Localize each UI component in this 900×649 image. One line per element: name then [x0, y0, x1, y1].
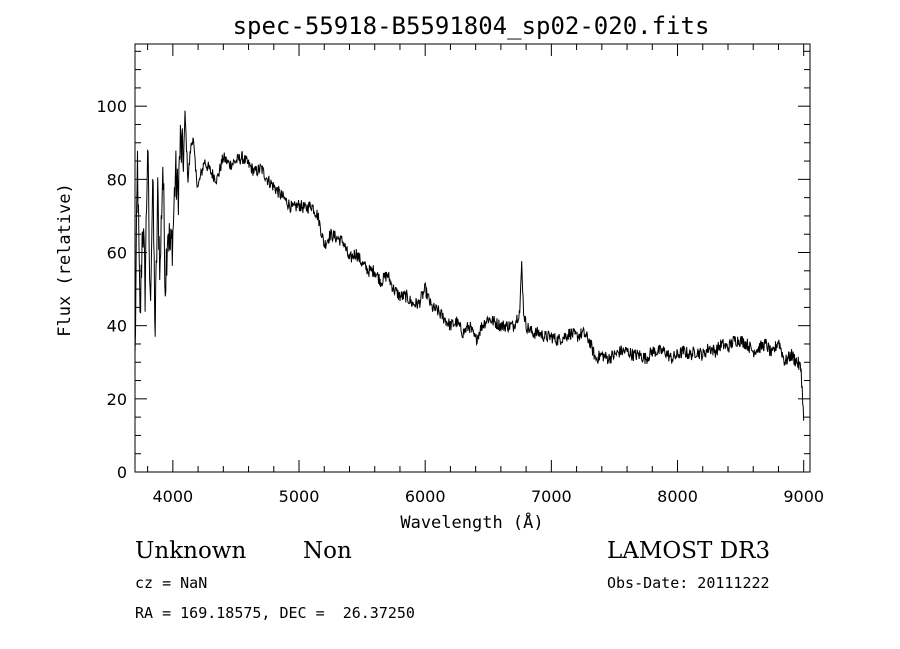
observation-date: Obs-Date: 20111222	[607, 574, 770, 592]
y-axis-minor-ticks	[135, 50, 810, 455]
x-axis-label: Wavelength (Å)	[400, 511, 543, 533]
plot-frame	[134, 43, 811, 473]
x-tick-label: 5000	[279, 487, 320, 506]
survey-name: LAMOST DR3	[607, 538, 771, 564]
spectral-subclass: Non	[303, 538, 352, 564]
ra-dec-coordinates: RA = 169.18575, DEC = 26.37250	[135, 604, 415, 622]
x-tick-label: 9000	[783, 487, 824, 506]
y-axis-label: Flux (relative)	[55, 183, 75, 337]
y-tick-label: 40	[107, 317, 127, 336]
redshift-value: cz = NaN	[135, 574, 208, 592]
x-axis-minor-ticks	[147, 44, 779, 472]
spectrum-line	[134, 110, 805, 421]
x-tick-label: 6000	[405, 487, 446, 506]
y-axis-ticks: 0 20 40 60 80 100	[96, 97, 810, 482]
x-tick-label: 4000	[152, 487, 193, 506]
y-tick-label: 20	[107, 390, 127, 409]
y-tick-label: 80	[107, 170, 127, 189]
chart-title: spec-55918-B5591804_sp02-020.fits	[233, 12, 710, 40]
x-tick-label: 8000	[657, 487, 698, 506]
spectral-class: Unknown	[135, 538, 247, 564]
y-tick-label: 100	[96, 97, 127, 116]
x-tick-label: 7000	[531, 487, 572, 506]
y-tick-label: 0	[117, 463, 127, 482]
y-tick-label: 60	[107, 244, 127, 263]
spectrum-series	[134, 110, 805, 421]
x-axis-ticks: 4000 5000 6000 7000 8000 9000	[152, 44, 824, 506]
